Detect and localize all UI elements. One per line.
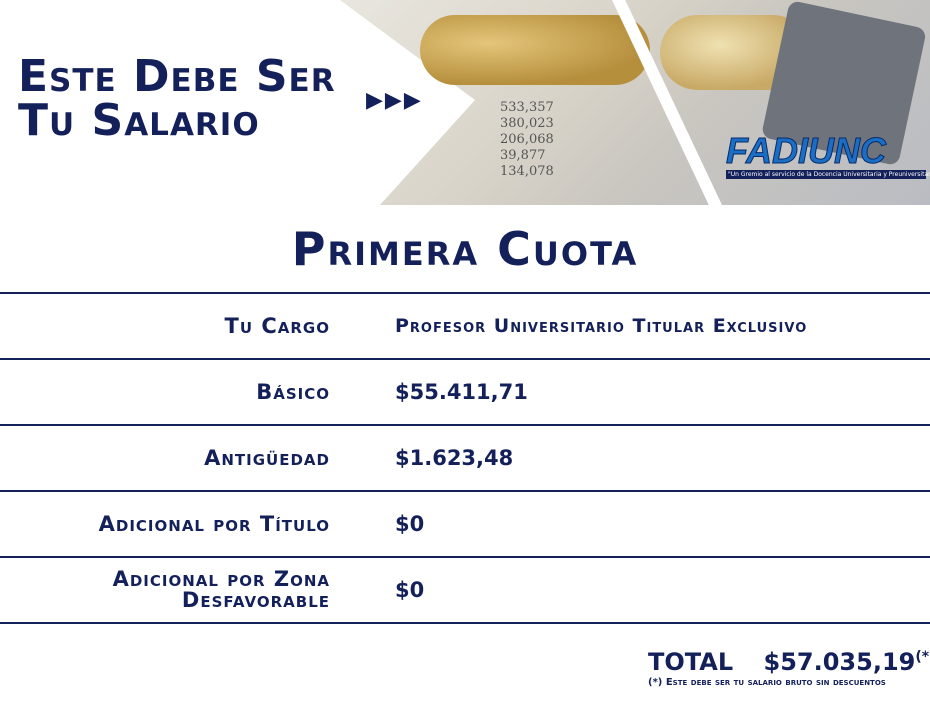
row-value: $55.411,71 bbox=[395, 380, 528, 404]
section-title: Primera Cuota bbox=[291, 222, 639, 276]
arrows-icon: ▶▶▶ bbox=[366, 88, 423, 113]
row-label: Básico bbox=[256, 379, 330, 404]
footnote: (*) Este debe ser tu salario bruto sin d… bbox=[648, 677, 886, 688]
row-label: Tu Cargo bbox=[224, 313, 330, 338]
title-line-1: Este Debe Ser bbox=[18, 51, 336, 102]
photo-number: 533,357 bbox=[500, 100, 554, 115]
row-value: Profesor Universitario Titular Exclusivo bbox=[395, 315, 808, 337]
table-row: Adicional por Título $0 bbox=[0, 492, 930, 558]
row-value: $0 bbox=[395, 512, 425, 536]
header-banner: 533,357 380,023 206,068 39,877 134,078 E… bbox=[0, 0, 930, 205]
total-label: TOTAL bbox=[648, 648, 734, 676]
row-value: $0 bbox=[395, 578, 425, 602]
photo-number: 206,068 bbox=[500, 132, 554, 147]
table-row: Tu Cargo Profesor Universitario Titular … bbox=[0, 294, 930, 360]
photo-numbers: 533,357 380,023 206,068 39,877 134,078 bbox=[500, 100, 554, 180]
table-row: Antigüedad $1.623,48 bbox=[0, 426, 930, 492]
table-row: Adicional por Zona Desfavorable $0 bbox=[0, 558, 930, 624]
total: TOTAL $57.035,19(*) bbox=[648, 648, 930, 676]
row-label: Adicional por Título bbox=[98, 511, 330, 536]
logo-tagline: "Un Gremio al servicio de la Docencia Un… bbox=[726, 170, 930, 179]
total-amount: $57.035,19 bbox=[763, 648, 916, 676]
logo-name: FADIUNC bbox=[726, 130, 887, 171]
photo-number: 134,078 bbox=[500, 164, 554, 179]
fadiunc-logo: FADIUNC "Un Gremio al servicio de la Doc… bbox=[726, 130, 930, 179]
photo-number: 380,023 bbox=[500, 116, 554, 131]
salary-table: Tu Cargo Profesor Universitario Titular … bbox=[0, 292, 930, 624]
row-value: $1.623,48 bbox=[395, 446, 514, 470]
total-mark: (*) bbox=[915, 649, 930, 665]
banner-title: Este Debe Ser Tu Salario bbox=[18, 55, 336, 143]
row-label: Adicional por Zona Desfavorable bbox=[112, 567, 330, 612]
coins-image bbox=[420, 15, 650, 85]
title-line-2: Tu Salario bbox=[18, 95, 260, 146]
row-label: Antigüedad bbox=[204, 445, 330, 470]
table-row: Básico $55.411,71 bbox=[0, 360, 930, 426]
photo-number: 39,877 bbox=[500, 148, 546, 163]
